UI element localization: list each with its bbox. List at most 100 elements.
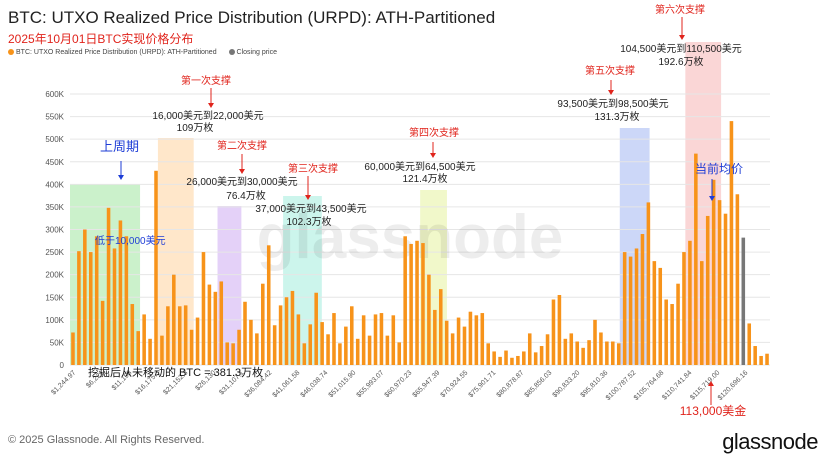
urpd-bar[interactable] <box>350 306 354 365</box>
urpd-bar[interactable] <box>498 356 502 365</box>
urpd-bar[interactable] <box>634 248 639 365</box>
urpd-bar[interactable] <box>71 332 75 365</box>
urpd-bar[interactable] <box>355 338 360 365</box>
urpd-bar[interactable] <box>510 357 514 365</box>
urpd-bar[interactable] <box>219 281 224 365</box>
urpd-bar[interactable] <box>409 243 413 365</box>
urpd-bar[interactable] <box>468 311 473 365</box>
legend-item-urpd[interactable]: BTC: UTXO Realized Price Distribution (U… <box>8 49 217 56</box>
urpd-bar[interactable] <box>575 341 579 365</box>
urpd-bar[interactable] <box>759 355 763 365</box>
urpd-bar[interactable] <box>332 313 336 365</box>
urpd-bar[interactable] <box>765 353 769 365</box>
urpd-bar[interactable] <box>77 251 81 365</box>
urpd-bar[interactable] <box>266 245 271 365</box>
urpd-bar[interactable] <box>581 347 585 365</box>
urpd-bar[interactable] <box>421 243 425 365</box>
urpd-bar[interactable] <box>688 240 692 365</box>
urpd-bar[interactable] <box>516 355 520 365</box>
urpd-bar[interactable] <box>118 220 123 365</box>
urpd-bar[interactable] <box>136 331 140 365</box>
urpd-bar[interactable] <box>593 319 597 365</box>
urpd-bar[interactable] <box>255 333 259 365</box>
urpd-bar[interactable] <box>557 294 562 365</box>
urpd-bar[interactable] <box>100 300 105 365</box>
urpd-bar[interactable] <box>735 194 740 365</box>
urpd-bar[interactable] <box>694 153 698 365</box>
urpd-bar[interactable] <box>433 309 437 365</box>
urpd-bar[interactable] <box>438 289 443 365</box>
urpd-bar[interactable] <box>700 261 704 365</box>
urpd-bar[interactable] <box>462 326 467 365</box>
urpd-bar[interactable] <box>213 291 218 365</box>
urpd-bar[interactable] <box>747 323 752 365</box>
urpd-bar[interactable] <box>753 346 757 365</box>
urpd-bar[interactable] <box>308 324 313 365</box>
urpd-bar[interactable] <box>142 314 146 365</box>
urpd-bar[interactable] <box>533 352 538 365</box>
urpd-bar[interactable] <box>320 322 324 365</box>
urpd-bar[interactable] <box>367 335 372 365</box>
urpd-bar[interactable] <box>622 252 627 365</box>
urpd-bar[interactable] <box>314 292 318 365</box>
urpd-bar[interactable] <box>486 343 490 365</box>
urpd-bar[interactable] <box>640 234 645 365</box>
urpd-bar[interactable] <box>522 351 526 365</box>
urpd-bar[interactable] <box>729 121 734 365</box>
urpd-bar[interactable] <box>444 320 449 365</box>
urpd-bar[interactable] <box>88 252 93 365</box>
urpd-bar[interactable] <box>189 329 194 365</box>
urpd-bar[interactable] <box>302 343 307 365</box>
closing-price-bar[interactable] <box>741 237 746 365</box>
urpd-bar[interactable] <box>326 334 330 365</box>
urpd-bar[interactable] <box>94 236 99 365</box>
urpd-bar[interactable] <box>545 334 550 365</box>
urpd-bar[interactable] <box>338 343 342 365</box>
urpd-bar[interactable] <box>112 248 117 365</box>
urpd-bar[interactable] <box>450 333 455 365</box>
urpd-bar[interactable] <box>611 341 615 365</box>
urpd-bar[interactable] <box>130 304 135 365</box>
urpd-bar[interactable] <box>231 343 235 365</box>
urpd-bar[interactable] <box>397 342 402 365</box>
urpd-bar[interactable] <box>124 236 129 365</box>
urpd-bar[interactable] <box>83 229 87 366</box>
urpd-bar[interactable] <box>296 314 301 365</box>
urpd-bar[interactable] <box>261 283 265 365</box>
urpd-bar[interactable] <box>427 274 431 365</box>
urpd-bar[interactable] <box>599 332 603 365</box>
urpd-bar[interactable] <box>379 313 384 365</box>
urpd-bar[interactable] <box>284 297 289 365</box>
urpd-bar[interactable] <box>605 341 609 365</box>
urpd-bar[interactable] <box>361 315 366 365</box>
urpd-bar[interactable] <box>172 274 176 365</box>
legend-item-closing-price[interactable]: Closing price <box>228 49 277 56</box>
urpd-bar[interactable] <box>160 335 164 365</box>
urpd-bar[interactable] <box>237 329 241 365</box>
urpd-bar[interactable] <box>177 306 182 365</box>
urpd-bar[interactable] <box>225 342 229 365</box>
urpd-bar[interactable] <box>391 315 396 365</box>
urpd-bar[interactable] <box>278 305 283 365</box>
urpd-bar[interactable] <box>587 340 591 365</box>
urpd-bar[interactable] <box>527 333 532 365</box>
urpd-bar[interactable] <box>670 304 674 365</box>
urpd-bar[interactable] <box>201 252 206 365</box>
urpd-bar[interactable] <box>569 333 574 365</box>
urpd-bar[interactable] <box>385 335 390 365</box>
urpd-bar[interactable] <box>652 261 657 365</box>
urpd-bar[interactable] <box>563 338 568 365</box>
urpd-bar[interactable] <box>682 252 686 365</box>
urpd-bar[interactable] <box>676 283 680 365</box>
urpd-bar[interactable] <box>474 315 479 365</box>
urpd-bar[interactable] <box>148 338 152 365</box>
urpd-bar[interactable] <box>628 256 633 365</box>
urpd-bar[interactable] <box>207 284 212 365</box>
urpd-bar[interactable] <box>243 301 247 365</box>
urpd-bar[interactable] <box>272 325 277 365</box>
urpd-bar[interactable] <box>344 326 348 365</box>
urpd-bar[interactable] <box>166 306 170 365</box>
urpd-bar[interactable] <box>290 290 295 365</box>
urpd-bar[interactable] <box>249 319 253 365</box>
urpd-bar[interactable] <box>183 305 188 365</box>
